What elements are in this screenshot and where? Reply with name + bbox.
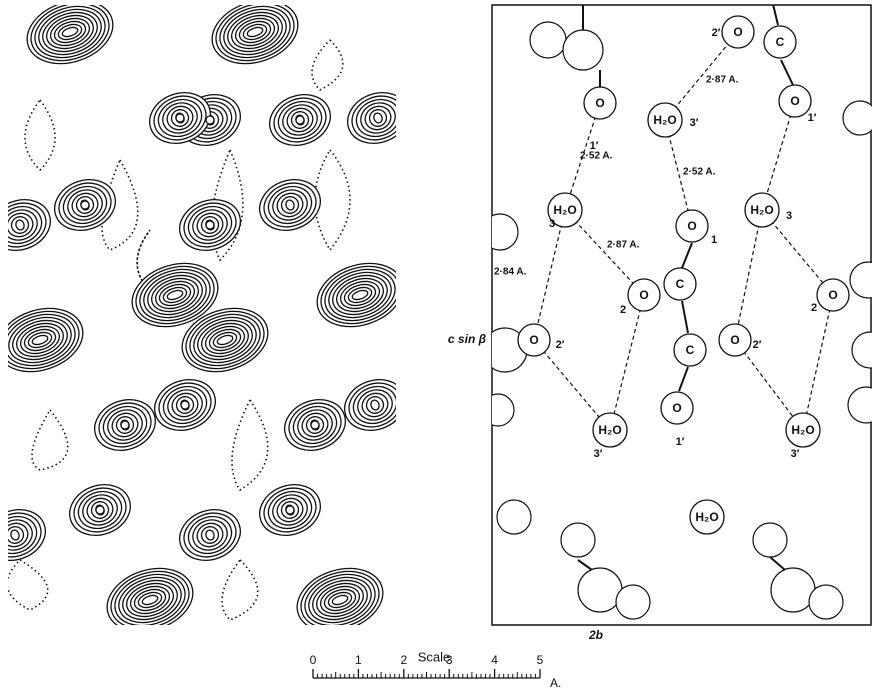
atom-number: 3′ [594,448,603,460]
atom-label: O [687,219,696,233]
atom-label: O [639,288,648,302]
atom-unlabeled [809,585,843,619]
distance-label: 2·84 A. [494,267,527,278]
axis-label-c: c sin β [448,332,487,346]
hydrogen-bond [610,295,644,430]
scale-tick-label: 1 [355,653,362,667]
contour-dotted [25,100,55,170]
scale-tick-label: 4 [491,653,498,667]
atom-label: H₂O [598,423,621,437]
atom-label: O [790,94,799,108]
scale-tick-label: 0 [310,653,317,667]
atom-unlabeled [561,523,595,557]
hydrogen-bond [803,295,833,430]
bond [770,557,785,570]
axis-label-b: 2b [588,628,603,642]
atom-number: 3′ [690,117,699,129]
atom-label: H₂O [791,423,814,437]
figure: O2′CO1′H₂O3′O1′H₂O3O1H₂O3O2CO2O2′CO2′H₂O… [0,0,872,693]
density-map [0,0,415,642]
contour-peak [121,421,129,429]
bond [682,301,688,333]
hydrogen-bond [534,340,610,430]
bond [781,60,793,85]
contour-peak [96,506,104,514]
distance-label: 2·87 A. [607,240,640,251]
contour-peak [81,201,89,209]
atom-number: 3 [549,218,555,230]
atom-label: O [595,96,604,110]
atom-number: 2′ [712,27,721,39]
atom-label: O [733,25,742,39]
bond [772,0,778,25]
atom-label: H₂O [750,203,773,217]
atom-label: O [529,333,538,347]
contour-peak [176,114,184,122]
contour-dotted [222,560,258,620]
atom-label: C [686,343,695,357]
bond [578,560,592,570]
contour-dotted [312,40,343,90]
atom-unlabeled [563,30,603,70]
contour-dotted [7,560,48,610]
atom-unlabeled [497,500,531,534]
atom-unlabeled [848,387,872,423]
contour-peak [296,116,304,124]
atom-number: 2 [811,302,817,314]
atom-number: 1 [711,234,717,246]
atom-unlabeled [852,332,872,368]
distance-label: 2·52 A. [580,151,613,162]
atom-label: H₂O [695,510,718,524]
atom-label: O [828,288,837,302]
atom-number: 2 [620,304,626,316]
contour-peak [206,116,214,124]
contour-peak [206,221,214,229]
atom-label: H₂O [653,113,676,127]
atom-unlabeled [753,523,787,557]
atom-unlabeled [482,394,514,426]
atom-unlabeled [843,101,872,135]
atom-unlabeled [482,214,518,250]
atom-label: O [730,333,739,347]
distance-label: 2·87 A. [706,75,739,86]
atom-number: 1′ [676,436,685,448]
contour-peak [286,506,294,514]
structure-frame [492,5,871,625]
contour-dotted [32,410,68,470]
contour-dotted [232,400,268,490]
atom-unlabeled [578,568,622,612]
hydrogen-bond [735,210,762,340]
atom-unlabeled [850,262,872,298]
atom-unlabeled [530,22,566,58]
contour-peak [181,401,189,409]
atom-number: 3′ [791,448,800,460]
atom-label: C [776,35,785,49]
atom-number: 1′ [808,112,817,124]
atom-number: 2′ [556,339,565,351]
atom-label: C [676,277,685,291]
bond [682,243,692,268]
atom-number: 2′ [753,339,762,351]
atom-unlabeled [616,585,650,619]
distance-label: 2·52 A. [683,167,716,178]
scale-unit: A. [550,676,561,690]
bond [679,367,688,391]
atom-label: O [672,401,681,415]
scale-tick-label: 2 [400,653,407,667]
scale-tick-label: 3 [446,653,453,667]
scale-tick-label: 5 [537,653,544,667]
contour-peak [311,421,319,429]
atom-unlabeled [771,568,815,612]
atom-number: 3 [786,210,792,222]
atom-label: H₂O [553,203,576,217]
